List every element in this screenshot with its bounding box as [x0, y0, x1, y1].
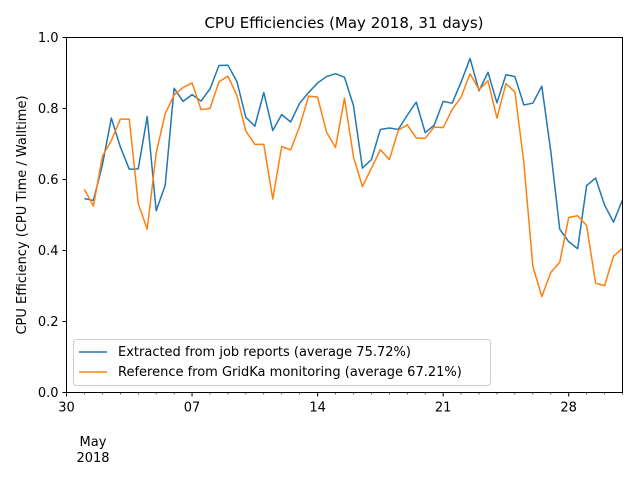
series-layer	[83, 57, 624, 298]
legend-box	[73, 339, 491, 386]
y-tick-label-4: 0.8	[38, 102, 59, 117]
x-tick-label-2: 14	[309, 401, 326, 416]
series-line-1	[83, 72, 623, 298]
legend-label-gridka: Reference from GridKa monitoring (averag…	[118, 365, 462, 380]
x-tick-label-4: 28	[560, 401, 577, 416]
x-offset-label-year: 2018	[76, 451, 109, 466]
x-tick-label-1: 07	[184, 401, 201, 416]
y-tick-label-5: 1.0	[38, 31, 59, 46]
y-axis-label: CPU Efficiency (CPU Time / Walltime)	[15, 95, 30, 334]
y-tick-label-2: 0.4	[38, 244, 59, 259]
x-offset-label-month: May	[80, 435, 107, 450]
legend-label-job-reports: Extracted from job reports (average 75.7…	[118, 345, 411, 360]
chart-title: CPU Efficiencies (May 2018, 31 days)	[204, 14, 483, 32]
x-axis-ticks: 30 07 14 21 28	[58, 392, 623, 416]
y-tick-label-1: 0.2	[38, 315, 59, 330]
y-axis-ticks: 0.0 0.2 0.4 0.6 0.8 1.0	[38, 31, 67, 401]
legend: Extracted from job reports (average 75.7…	[73, 339, 491, 386]
y-tick-label-0: 0.0	[38, 386, 59, 401]
x-tick-label-3: 21	[435, 401, 452, 416]
series-line-0	[84, 57, 624, 250]
y-tick-label-3: 0.6	[38, 173, 59, 188]
x-tick-label-0: 30	[58, 401, 75, 416]
plot-frame	[66, 37, 623, 393]
